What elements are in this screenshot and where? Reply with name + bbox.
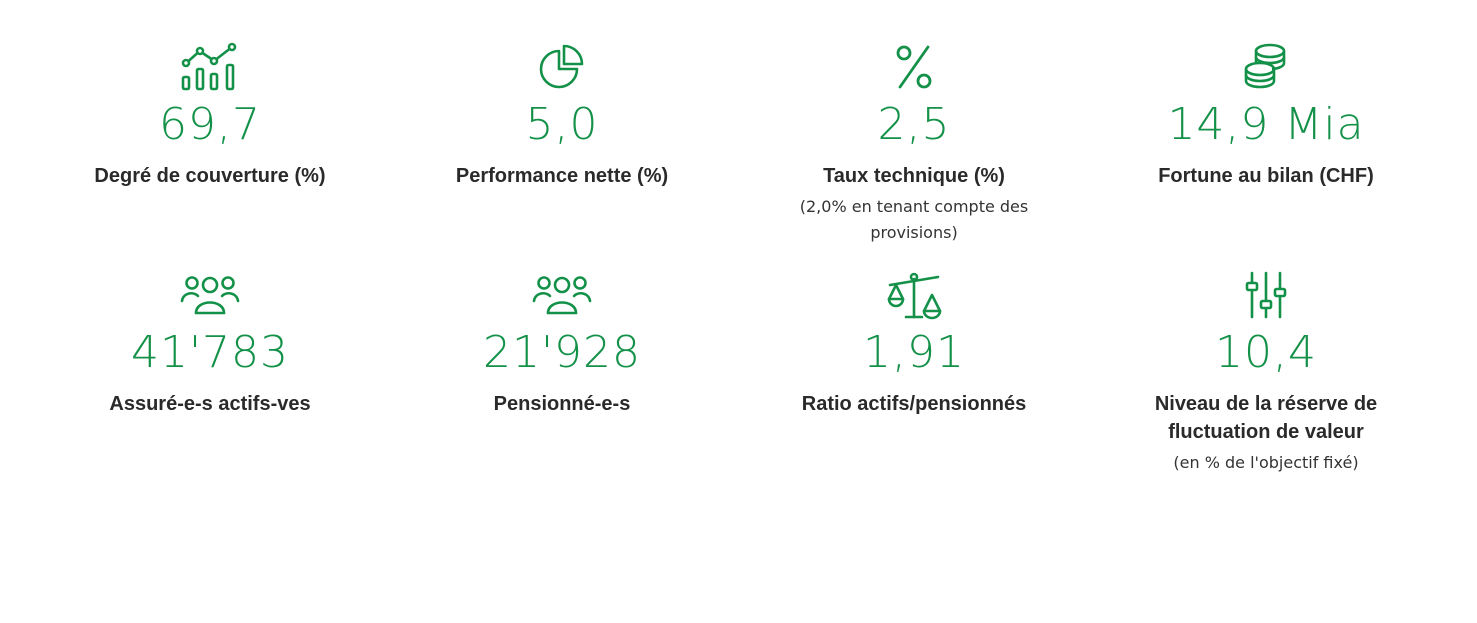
- stat-note: (2,0% en tenant compte des provisions): [799, 197, 1029, 242]
- scale-icon: [883, 268, 945, 322]
- key-figures-grid: 69,7 Degré de couverture (%) 5,0 Perform…: [34, 40, 1477, 246]
- stat-label: Assuré-e-s actifs-ves: [109, 393, 311, 415]
- stat-active-pensioner-ratio: 1,91 Ratio actifs/pensionnés: [738, 268, 1090, 476]
- stat-active-insured: 41'783 Assuré-e-s actifs-ves: [34, 268, 386, 476]
- stat-value: 2,5: [877, 99, 951, 150]
- stat-label: Degré de couverture (%): [94, 165, 326, 187]
- coins-icon: [1235, 40, 1297, 94]
- stat-coverage-ratio: 69,7 Degré de couverture (%): [34, 40, 386, 246]
- stat-balance-sheet-assets: 14,9 Mia Fortune au bilan (CHF): [1090, 40, 1442, 246]
- stat-value: 14,9 Mia: [1167, 99, 1365, 150]
- people-icon: [179, 268, 241, 322]
- people-icon: [531, 268, 593, 322]
- stat-fluctuation-reserve: 10,4 Niveau de la réserve de fluctuation…: [1090, 268, 1442, 476]
- stat-net-performance: 5,0 Performance nette (%): [386, 40, 738, 246]
- stat-pensioners: 21'928 Pensionné-e-s: [386, 268, 738, 476]
- key-figures-grid-row-2: 41'783 Assuré-e-s actifs-ves 21'928 Pens…: [34, 268, 1477, 476]
- stat-label: Ratio actifs/pensionnés: [801, 393, 1027, 415]
- stat-value: 10,4: [1215, 327, 1317, 378]
- stat-label: Performance nette (%): [455, 165, 669, 187]
- stat-value: 21'928: [482, 327, 642, 378]
- stat-label: Fortune au bilan (CHF): [1158, 165, 1374, 187]
- stat-value: 1,91: [863, 327, 965, 378]
- sliders-icon: [1235, 268, 1297, 322]
- stat-technical-rate: 2,5 Taux technique (%) (2,0% en tenant c…: [738, 40, 1090, 246]
- chart-icon: [179, 40, 241, 94]
- percent-icon: [883, 40, 945, 94]
- stat-note: (en % de l'objectif fixé): [1173, 453, 1359, 472]
- stat-label: Pensionné-e-s: [493, 393, 631, 415]
- stat-label: Taux technique (%): [823, 165, 1005, 187]
- stat-label: Niveau de la réserve de fluctuation de v…: [1154, 393, 1378, 443]
- stat-value: 5,0: [525, 99, 599, 150]
- pie-chart-icon: [531, 40, 593, 94]
- stat-value: 41'783: [130, 327, 290, 378]
- stat-value: 69,7: [159, 99, 261, 150]
